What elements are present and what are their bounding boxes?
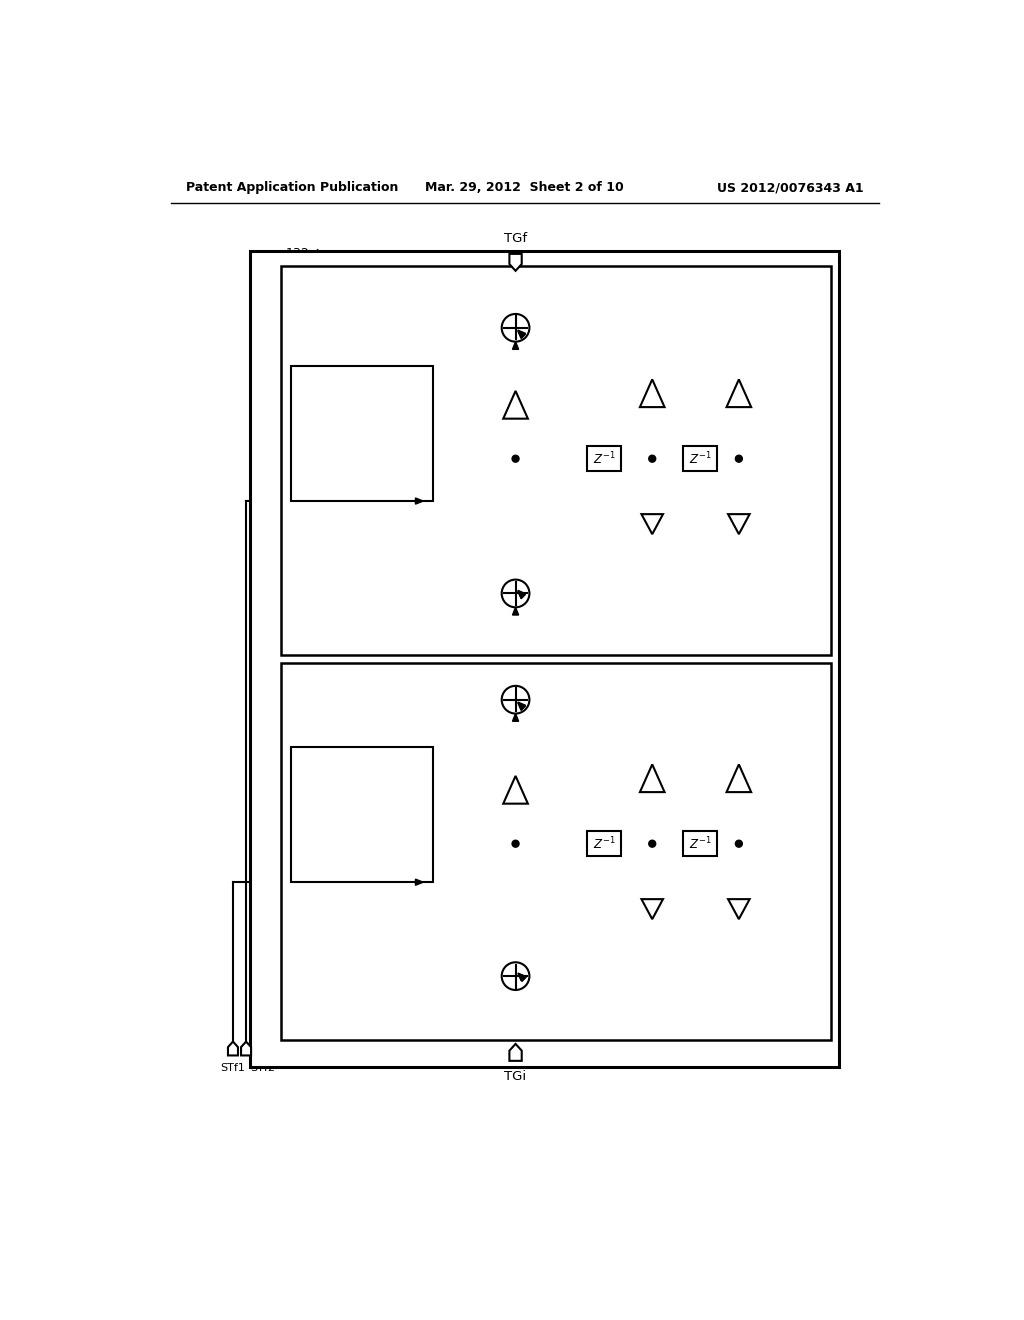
- Text: $Z^{-1}$: $Z^{-1}$: [593, 836, 615, 851]
- Text: STf2: STf2: [251, 1063, 275, 1073]
- Text: $132$: $132$: [285, 247, 309, 260]
- Bar: [281, 663, 831, 1040]
- Bar: [683, 832, 717, 857]
- Bar: [291, 747, 433, 882]
- Polygon shape: [518, 590, 525, 598]
- Text: $b_{12}$: $b_{12}$: [741, 801, 760, 817]
- Polygon shape: [518, 702, 525, 710]
- Polygon shape: [518, 331, 525, 338]
- Bar: [683, 446, 717, 471]
- Text: [SAMPLING FREQUENCY: fs1]: [SAMPLING FREQUENCY: fs1]: [302, 767, 422, 776]
- Text: DIGITAL: DIGITAL: [309, 619, 352, 630]
- Text: $13a$: $13a$: [307, 275, 333, 286]
- Text: Patent Application Publication: Patent Application Publication: [186, 181, 398, 194]
- Polygon shape: [518, 591, 525, 599]
- Text: DIGITAL: DIGITAL: [309, 1001, 352, 1010]
- Circle shape: [649, 841, 655, 847]
- Text: $a_{11}$: $a_{11}$: [653, 925, 673, 939]
- Text: LOW-PASS FILTER: LOW-PASS FILTER: [317, 374, 407, 384]
- Polygon shape: [241, 1041, 251, 1056]
- Text: FIG. 2: FIG. 2: [783, 651, 834, 667]
- Text: $b_{22}$: $b_{22}$: [741, 416, 760, 433]
- Text: $a_{22}$: $a_{22}$: [740, 540, 759, 553]
- Text: $1-a_{11}z^{-1}-a_{12}z^{-2}$: $1-a_{11}z^{-1}-a_{12}z^{-2}$: [333, 789, 419, 804]
- Text: TGi: TGi: [505, 1071, 526, 1084]
- Text: FILTER: FILTER: [312, 631, 349, 640]
- Text: FILTER CIRCUIT: FILTER CIRCUIT: [256, 612, 269, 706]
- Circle shape: [649, 455, 655, 462]
- Circle shape: [512, 841, 519, 847]
- Text: $Z^{-1}$: $Z^{-1}$: [689, 836, 712, 851]
- Circle shape: [735, 841, 742, 847]
- Polygon shape: [512, 607, 518, 615]
- Polygon shape: [512, 342, 518, 350]
- Polygon shape: [518, 974, 526, 982]
- Text: $b_{11}$: $b_{11}$: [654, 801, 674, 817]
- Polygon shape: [416, 879, 423, 886]
- Bar: [587, 446, 621, 471]
- Circle shape: [735, 455, 742, 462]
- Text: $Z^{-1}$: $Z^{-1}$: [689, 450, 712, 467]
- Text: US 2012/0076343 A1: US 2012/0076343 A1: [717, 181, 863, 194]
- Polygon shape: [518, 973, 525, 981]
- Text: STf1: STf1: [220, 1063, 246, 1073]
- Polygon shape: [509, 1044, 521, 1061]
- Text: NOTCH FILTER: NOTCH FILTER: [326, 755, 398, 766]
- Text: FILTER: FILTER: [312, 1012, 349, 1022]
- Polygon shape: [228, 1041, 238, 1056]
- Polygon shape: [509, 253, 521, 271]
- Polygon shape: [518, 330, 525, 338]
- Text: $1-a_{21}z^{-1}-a_{22}z^{-2}$: $1-a_{21}z^{-1}-a_{22}z^{-2}$: [333, 409, 419, 422]
- Polygon shape: [512, 714, 518, 721]
- Text: $H_2(z)=$: $H_2(z)=$: [297, 399, 335, 412]
- Polygon shape: [416, 498, 423, 504]
- Text: $131$: $131$: [285, 644, 309, 656]
- Text: $a_{21}$: $a_{21}$: [653, 540, 673, 553]
- Text: Mar. 29, 2012  Sheet 2 of 10: Mar. 29, 2012 Sheet 2 of 10: [425, 181, 625, 194]
- Text: $b_{20}$: $b_{20}$: [518, 428, 538, 444]
- Circle shape: [512, 455, 519, 462]
- Bar: [281, 267, 831, 655]
- Text: $Z^{-1}$: $Z^{-1}$: [593, 450, 615, 467]
- Text: $b_{21}$: $b_{21}$: [654, 416, 674, 433]
- Text: $a_{12}$: $a_{12}$: [740, 925, 759, 939]
- Text: TGf: TGf: [504, 231, 527, 244]
- Text: $H_1(z)=$: $H_1(z)=$: [297, 779, 335, 793]
- Bar: [250, 251, 839, 1067]
- Polygon shape: [518, 702, 525, 710]
- Text: $b_{10}$: $b_{10}$: [518, 813, 538, 829]
- Text: $b_{20}+b_{21}z^{-1}+b_{22}z^{-2}$: $b_{20}+b_{21}z^{-1}+b_{22}z^{-2}$: [329, 391, 423, 404]
- Text: $b_{10}+b_{11}z^{-1}+b_{12}z^{-2}$: $b_{10}+b_{11}z^{-1}+b_{12}z^{-2}$: [329, 771, 423, 785]
- Bar: [587, 832, 621, 857]
- Bar: [291, 367, 433, 502]
- Text: [SAMPLING FREQUENCY: fs2]: [SAMPLING FREQUENCY: fs2]: [302, 387, 422, 395]
